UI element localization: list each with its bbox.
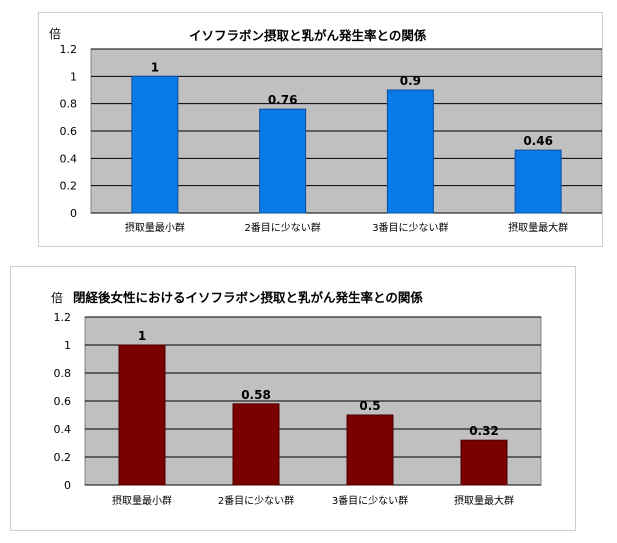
y-tick-label: 0.6 [60,125,78,138]
data-label: 1 [151,60,159,74]
category-label: 摂取量最大群 [454,494,514,507]
category-label: 2番目に少ない群 [244,221,320,234]
data-label: 0.9 [400,74,421,88]
y-tick-label: 0.4 [54,423,72,436]
y-tick-label: 0.2 [54,451,72,464]
bar [386,89,434,214]
category-label: 摂取量最小群 [112,494,172,507]
data-label: 0.32 [469,424,499,438]
bar [259,108,307,214]
y-unit-label: 倍 [51,291,64,305]
chart-panel-1: 倍 イソフラボン摂取と乳がん発生率との関係 0 0.2 0.4 0.6 0.8 1 1.2 1… [38,12,603,247]
bar [346,414,394,486]
category-label: 3番目に少ない群 [372,221,448,234]
data-label: 1 [138,329,146,343]
y-tick-label: 0.2 [60,180,78,193]
y-tick-label: 0 [64,479,71,492]
bar-chart-1: 0 0.2 0.4 0.6 0.8 1 1.2 1 摂取量最小群 0.76 2番目に少ない群 0.9 3… [60,43,602,234]
y-tick-label: 1 [64,339,71,352]
y-tick-label: 1.2 [54,311,72,324]
data-label: 0.58 [241,388,271,402]
bar [514,149,562,214]
bar [131,75,179,214]
bar [232,403,280,486]
chart-title: 閉経後女性におけるイソフラボン摂取と乳がん発生率との関係 [73,290,423,305]
category-label: 摂取量最大群 [508,221,568,234]
y-tick-label: 0.8 [60,98,78,111]
bar [460,439,508,486]
y-unit-label: 倍 [49,27,62,41]
chart-title: イソフラボン摂取と乳がん発生率との関係 [189,28,427,43]
data-label: 0.76 [268,93,298,107]
data-label: 0.46 [523,134,553,148]
bar-chart-2: 0 0.2 0.4 0.6 0.8 1 1.2 1 摂取量最小群 0.58 2番目に少ない群 0.5 3… [54,311,542,507]
y-tick-label: 0.4 [60,152,78,165]
y-tick-label: 0.6 [54,395,72,408]
y-tick-label: 1.2 [60,43,78,56]
y-tick-label: 0.8 [54,367,72,380]
category-label: 摂取量最小群 [125,221,185,234]
data-label: 0.5 [359,399,380,413]
y-tick-label: 0 [70,207,77,220]
bar [118,344,166,486]
chart-panel-2: 倍 閉経後女性におけるイソフラボン摂取と乳がん発生率との関係 0 0.2 0.4 0.… [10,266,576,531]
category-label: 3番目に少ない群 [332,494,408,507]
y-tick-label: 1 [70,70,77,83]
category-label: 2番目に少ない群 [218,494,294,507]
